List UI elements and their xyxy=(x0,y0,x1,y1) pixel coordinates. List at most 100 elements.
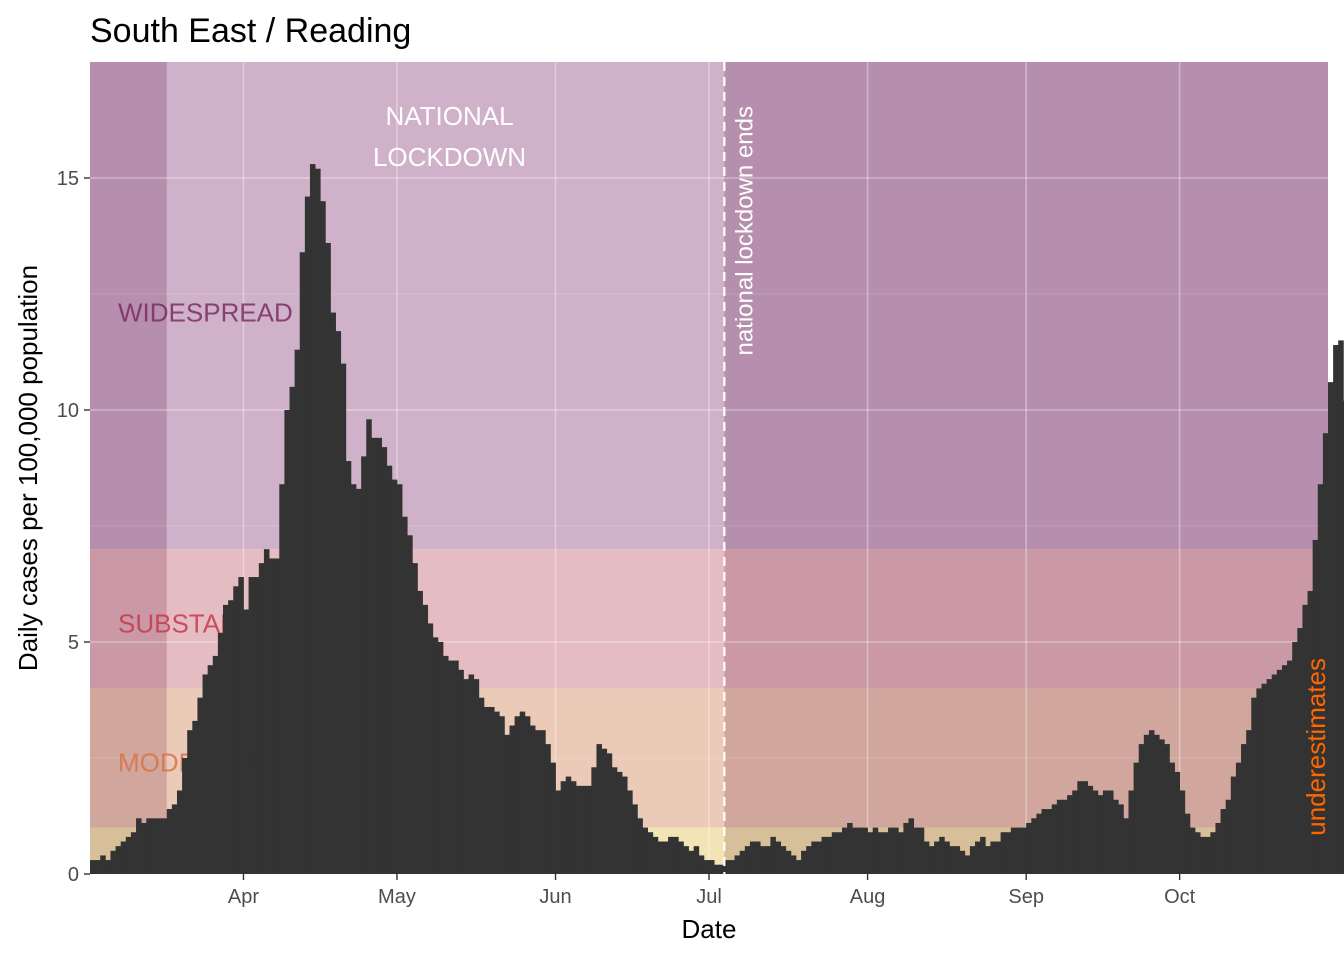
bar xyxy=(473,679,480,874)
bar xyxy=(217,632,224,874)
bar xyxy=(811,841,817,874)
bar xyxy=(836,832,843,874)
bar xyxy=(964,855,971,874)
bar xyxy=(1169,762,1175,874)
bar xyxy=(166,809,173,874)
bar xyxy=(279,484,285,874)
bar xyxy=(739,850,746,874)
bar xyxy=(228,600,234,874)
bar xyxy=(888,827,894,874)
bar xyxy=(806,846,812,874)
bar xyxy=(1317,484,1324,874)
bar xyxy=(934,841,940,874)
bar xyxy=(381,447,388,874)
bar xyxy=(309,164,316,874)
bar xyxy=(1148,730,1155,874)
bar xyxy=(1215,822,1221,874)
bar xyxy=(842,827,848,874)
bar xyxy=(494,711,500,874)
bar xyxy=(775,841,782,874)
bar xyxy=(289,386,296,874)
bar xyxy=(765,846,771,874)
bar xyxy=(801,850,807,874)
bar xyxy=(898,832,904,874)
bar xyxy=(120,841,127,874)
bar xyxy=(790,855,797,874)
bar xyxy=(749,841,756,874)
x-axis-title: Date xyxy=(682,914,737,944)
bar xyxy=(437,642,444,874)
bar xyxy=(1082,781,1088,874)
bar xyxy=(816,841,822,874)
bar xyxy=(1322,433,1329,874)
bar xyxy=(130,832,137,874)
bar xyxy=(376,437,382,874)
bar xyxy=(1205,836,1211,874)
bar xyxy=(1164,744,1170,874)
bar xyxy=(95,860,101,874)
x-tick-label: Aug xyxy=(850,886,886,908)
bar xyxy=(463,679,469,874)
bar xyxy=(760,846,766,874)
bar xyxy=(596,744,602,874)
bar xyxy=(923,841,930,874)
bar xyxy=(1000,832,1007,874)
bar xyxy=(371,437,377,874)
bar xyxy=(872,827,879,874)
bar xyxy=(570,781,577,874)
bar xyxy=(575,785,582,874)
bar xyxy=(391,479,398,874)
bar xyxy=(161,818,168,874)
post-lockdown-shade xyxy=(724,62,1328,874)
bar xyxy=(136,818,142,874)
bar xyxy=(1010,827,1017,874)
bar xyxy=(1179,790,1186,874)
bar xyxy=(1021,827,1027,874)
bar xyxy=(1143,734,1150,874)
bar xyxy=(918,827,925,874)
bar xyxy=(442,655,449,874)
bar xyxy=(499,716,505,874)
bar xyxy=(903,822,909,874)
bar xyxy=(233,586,239,874)
bar xyxy=(489,706,495,874)
bar xyxy=(1230,776,1237,874)
bar xyxy=(1276,669,1283,874)
bar xyxy=(1113,799,1119,874)
bar xyxy=(1051,804,1058,874)
bar xyxy=(263,549,270,874)
bar xyxy=(483,706,490,874)
lockdown-label-line1: NATIONAL xyxy=(385,101,513,131)
bar xyxy=(1036,813,1042,874)
pre-lockdown-shade xyxy=(90,62,167,874)
bar xyxy=(151,818,157,874)
bar xyxy=(882,832,889,874)
bar xyxy=(1256,688,1262,874)
axes: 0 5 10 15 Apr May Jun Jul Aug Sep Oct xyxy=(57,168,1196,908)
bar xyxy=(1056,799,1063,874)
y-tick-label: 5 xyxy=(68,632,79,654)
bar xyxy=(1194,832,1201,874)
y-tick-label: 10 xyxy=(57,400,79,422)
bar xyxy=(637,818,643,874)
bar xyxy=(662,841,669,874)
bar xyxy=(396,484,403,874)
bar xyxy=(1200,836,1206,874)
bar xyxy=(928,846,935,874)
bar xyxy=(345,461,352,874)
bar xyxy=(678,841,684,874)
bar xyxy=(1261,683,1268,874)
bar xyxy=(744,846,751,874)
bar xyxy=(243,609,249,874)
bar xyxy=(545,744,551,874)
bar xyxy=(944,841,950,874)
bar xyxy=(616,771,623,874)
bar xyxy=(202,674,209,874)
bar xyxy=(985,846,991,874)
bar xyxy=(1281,665,1288,874)
bar xyxy=(606,753,613,874)
bar xyxy=(1271,674,1278,874)
bar xyxy=(1338,340,1344,874)
bar xyxy=(294,349,301,874)
